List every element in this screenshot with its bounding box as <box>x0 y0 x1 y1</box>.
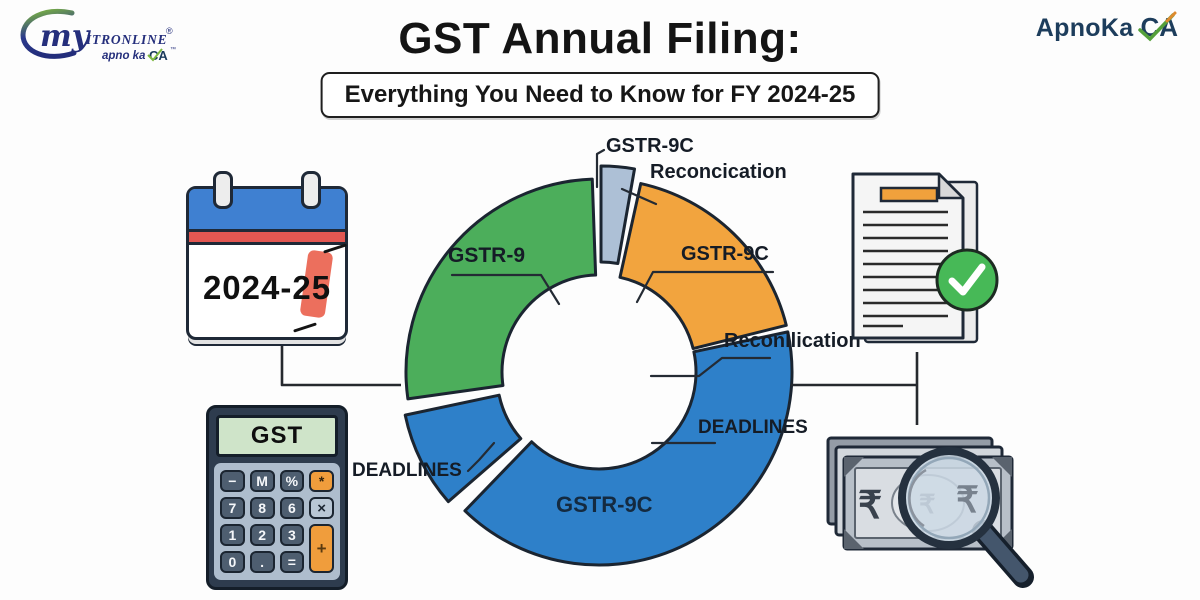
calculator-display: GST <box>216 415 338 457</box>
lens-arc-detail <box>908 468 927 528</box>
calc-button-percent: % <box>279 470 305 492</box>
calc-button-three: 3 <box>279 524 305 546</box>
calendar-ring-left <box>213 171 233 209</box>
calc-button-asterisk: * <box>309 470 334 492</box>
calendar-tick-bottom <box>293 322 317 333</box>
rupee-symbol-left: ₹ <box>858 485 882 527</box>
calendar-body: 2024-25 <box>189 243 347 333</box>
calc-button-minus: − <box>220 470 245 492</box>
label-deadlines-left: DEADLINES <box>352 460 462 481</box>
label-reconllication: Reconllication <box>724 330 861 352</box>
apnoka-ca-logo: ApnoKa CA <box>1035 11 1178 43</box>
calc-button-multiply: × <box>309 497 334 519</box>
page-title: GST Annual Filing: <box>398 14 802 63</box>
magnifier-handle <box>975 523 1029 583</box>
myitronline-logo-art: my ITRONLINE ® apno ka CA ™ <box>20 9 176 63</box>
connector-calendar-to-chart <box>280 338 401 387</box>
leader-reconcication <box>620 187 658 206</box>
logo-tagline-text: apno ka <box>102 50 146 62</box>
calendar-year-text: 2024-25 <box>202 269 332 306</box>
calc-button-eight: 8 <box>249 497 275 519</box>
label-deadlines-right: DEADLINES <box>698 417 808 438</box>
leader-deadlines-left <box>466 441 496 473</box>
calc-button-equals: = <box>279 551 305 573</box>
calc-button-memory: M <box>249 470 275 492</box>
calendar-red-stripe <box>189 232 345 245</box>
calendar-ring-right <box>301 171 321 209</box>
logo-my-text: my <box>40 19 92 54</box>
label-gstr9c-top: GSTR-9C <box>606 135 694 157</box>
logo-tm-mark: ™ <box>170 46 176 53</box>
donut-segment-gstr9c-blue-main <box>463 330 794 567</box>
calc-button-zero: 0 <box>220 551 245 573</box>
calendar-tick-top <box>323 243 347 254</box>
magnifier-lens <box>898 447 1000 549</box>
document-text-lines <box>863 210 948 328</box>
document-folded-corner <box>937 172 965 200</box>
logo-ca-check-icon <box>147 48 163 62</box>
label-reconcication: Reconcication <box>650 161 787 183</box>
calc-button-six: 6 <box>279 497 305 519</box>
apnoka-text: ApnoKa <box>1035 14 1134 42</box>
calendar-icon: 2024-25 <box>186 171 348 340</box>
green-check-circle <box>935 248 999 312</box>
label-gstr9c-orange: GSTR-9C <box>681 243 769 265</box>
subtitle-box: Everything You Need to Know for FY 2024-… <box>320 72 880 118</box>
checkmark-icon <box>948 263 986 296</box>
document-orange-header-bar <box>879 186 939 203</box>
calc-button-plus: + <box>309 524 334 573</box>
calc-button-two: 2 <box>249 524 275 546</box>
calculator-icon: GST − M% * 7 8 6 × 1 2 3 +0. = <box>206 405 348 590</box>
label-gstr9c-bottom: GSTR-9C <box>556 492 653 517</box>
donut-segment-gstr9-green <box>404 177 598 401</box>
donut-segment-deadlines-piece <box>403 393 523 504</box>
donut-segment-reconciliation-sliver <box>599 164 637 265</box>
money-magnifier-icon: ₹ ₹ ₹ <box>826 436 1034 588</box>
subtitle-text: Everything You Need to Know for FY 2024-… <box>344 81 856 108</box>
leader-top-gstr9c <box>595 148 606 189</box>
calc-button-dot: . <box>249 551 275 573</box>
leader-gstr9 <box>450 273 561 306</box>
leader-orange-gstr9c <box>635 270 775 304</box>
document-check-icon <box>851 172 999 344</box>
apnoka-check-icon <box>1138 11 1177 42</box>
rupee-symbol-magnified: ₹ <box>956 479 979 520</box>
calc-button-one: 1 <box>220 524 245 546</box>
logo-reg-mark: ® <box>166 26 173 36</box>
myitronline-logo: my ITRONLINE ® apno ka CA ™ <box>14 4 194 68</box>
donut-segment-gstr9c-orange <box>618 182 788 351</box>
leader-reconllication <box>649 356 772 378</box>
logo-itronline-text: ITRONLINE <box>85 32 167 47</box>
label-gstr9: GSTR-9 <box>448 244 526 267</box>
logo-swoosh-icon <box>20 9 77 59</box>
calculator-keypad: − M% * 7 8 6 × 1 2 3 +0. = <box>214 463 340 580</box>
calc-button-seven: 7 <box>220 497 245 519</box>
